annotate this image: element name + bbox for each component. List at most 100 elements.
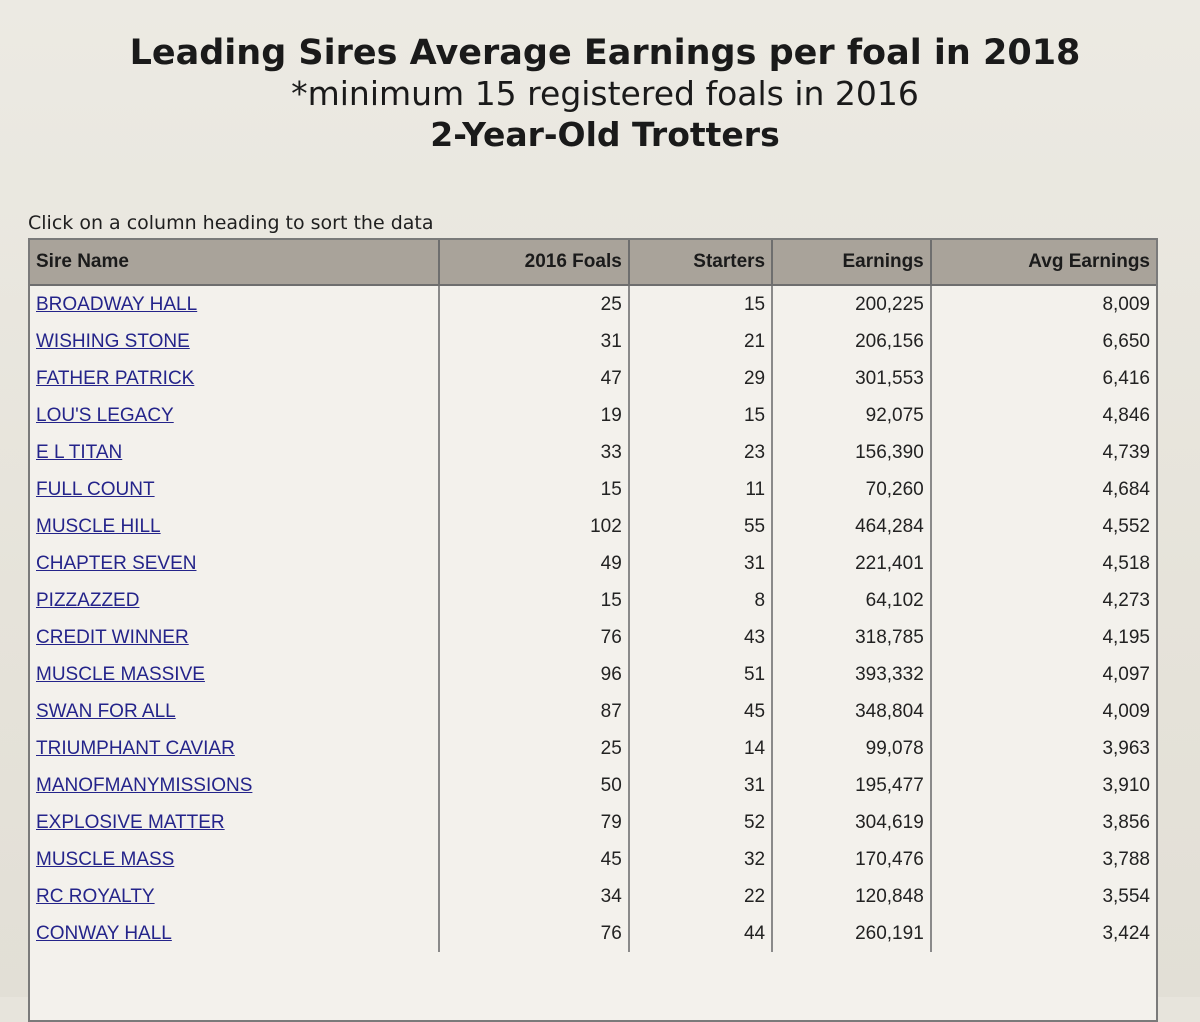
sire-name-link[interactable]: MUSCLE MASSIVE: [36, 663, 205, 685]
sire-name-cell: E L TITAN: [30, 434, 441, 471]
avg-earnings-cell: 3,788: [1102, 848, 1150, 870]
foals-cell: 15: [439, 582, 630, 619]
sire-name-cell: CHAPTER SEVEN: [30, 545, 441, 582]
avg-earnings-cell: 3,424: [1102, 922, 1150, 944]
table-row: WISHING STONE 31 21 206,156 6,650: [30, 323, 1156, 360]
starters-cell: 51: [628, 656, 774, 693]
sire-name-link[interactable]: WISHING STONE: [36, 330, 190, 352]
table-row: SWAN FOR ALL 87 45 348,804 4,009: [30, 693, 1156, 730]
starters-cell: 44: [628, 915, 774, 952]
sire-name-cell: FULL COUNT: [30, 471, 441, 508]
sire-name-cell: RC ROYALTY: [30, 878, 441, 915]
sire-name-cell: LOU'S LEGACY: [30, 397, 441, 434]
sire-name-link[interactable]: TRIUMPHANT CAVIAR: [36, 737, 235, 759]
sires-table-container: Sire Name 2016 Foals Starters Earnings A…: [28, 238, 1158, 1022]
earnings-cell: 64,102: [772, 582, 932, 619]
sire-name-link[interactable]: MUSCLE HILL: [36, 515, 161, 537]
sort-hint: Click on a column heading to sort the da…: [28, 212, 434, 234]
avg-earnings-cell: 4,552: [1102, 515, 1150, 537]
foals-cell: 25: [439, 285, 630, 323]
sire-name-link[interactable]: MANOFMANYMISSIONS: [36, 774, 253, 796]
foals-cell: 25: [439, 730, 630, 767]
sire-name-link[interactable]: CHAPTER SEVEN: [36, 552, 197, 574]
avg-earnings-cell: 3,554: [1102, 885, 1150, 907]
earnings-cell: 393,332: [772, 656, 932, 693]
avg-earnings-cell: 4,273: [1102, 589, 1150, 611]
avg-earnings-cell: 8,009: [1102, 293, 1150, 315]
sire-name-link[interactable]: PIZZAZZED: [36, 589, 140, 611]
foals-cell: 87: [439, 693, 630, 730]
table-row: PIZZAZZED 15 8 64,102 4,273: [30, 582, 1156, 619]
avg-earnings-cell: 3,963: [1102, 737, 1150, 759]
earnings-cell: 99,078: [772, 730, 932, 767]
starters-cell: 15: [628, 285, 774, 323]
earnings-cell: 464,284: [772, 508, 932, 545]
table-row: E L TITAN 33 23 156,390 4,739: [30, 434, 1156, 471]
earnings-cell: 200,225: [772, 285, 932, 323]
column-header-sire-name[interactable]: Sire Name: [30, 240, 441, 286]
avg-earnings-cell: 3,856: [1102, 811, 1150, 833]
category-title: 2-Year-Old Trotters: [430, 115, 780, 154]
avg-earnings-cell: 4,195: [1102, 626, 1150, 648]
sire-name-cell: MANOFMANYMISSIONS: [30, 767, 441, 804]
earnings-cell: 170,476: [772, 841, 932, 878]
avg-earnings-cell: 4,684: [1102, 478, 1150, 500]
foals-cell: 15: [439, 471, 630, 508]
avg-earnings-cell: 6,650: [1102, 330, 1150, 352]
starters-cell: 22: [628, 878, 774, 915]
earnings-cell: 260,191: [772, 915, 932, 952]
sire-name-cell: MUSCLE HILL: [30, 508, 441, 545]
table-row: CHAPTER SEVEN 49 31 221,401 4,518: [30, 545, 1156, 582]
starters-cell: 55: [628, 508, 774, 545]
table-row: RC ROYALTY 34 22 120,848 3,554: [30, 878, 1156, 915]
column-header-avg-earnings[interactable]: Avg Earnings: [930, 240, 1156, 286]
starters-cell: 32: [628, 841, 774, 878]
sire-name-cell: MUSCLE MASSIVE: [30, 656, 441, 693]
foals-cell: 96: [439, 656, 630, 693]
sire-name-link[interactable]: LOU'S LEGACY: [36, 404, 174, 426]
table-row: FULL COUNT 15 11 70,260 4,684: [30, 471, 1156, 508]
earnings-cell: 70,260: [772, 471, 932, 508]
sire-name-link[interactable]: CONWAY HALL: [36, 922, 172, 944]
sire-name-cell: MUSCLE MASS: [30, 841, 441, 878]
sire-name-cell: CREDIT WINNER: [30, 619, 441, 656]
starters-cell: 15: [628, 397, 774, 434]
column-header-2016-foals[interactable]: 2016 Foals: [439, 240, 630, 286]
sire-name-link[interactable]: MUSCLE MASS: [36, 848, 175, 870]
sire-name-link[interactable]: E L TITAN: [36, 441, 123, 463]
avg-earnings-cell: 4,739: [1102, 441, 1150, 463]
sire-name-cell: CONWAY HALL: [30, 915, 441, 952]
starters-cell: 29: [628, 360, 774, 397]
sires-table: Sire Name 2016 Foals Starters Earnings A…: [30, 240, 1156, 952]
foals-cell: 76: [439, 619, 630, 656]
sire-name-cell: SWAN FOR ALL: [30, 693, 441, 730]
table-body: BROADWAY HALL 25 15 200,225 8,009 WISHING STO…: [30, 285, 1156, 952]
table-row: MUSCLE MASSIVE 96 51 393,332 4,097: [30, 656, 1156, 693]
sire-name-link[interactable]: CREDIT WINNER: [36, 626, 189, 648]
column-header-earnings[interactable]: Earnings: [772, 240, 932, 286]
avg-earnings-cell: 4,846: [1102, 404, 1150, 426]
sire-name-link[interactable]: SWAN FOR ALL: [36, 700, 176, 722]
sire-name-link[interactable]: FATHER PATRICK: [36, 367, 195, 389]
table-row: EXPLOSIVE MATTER 79 52 304,619 3,856: [30, 804, 1156, 841]
earnings-cell: 221,401: [772, 545, 932, 582]
sire-name-link[interactable]: BROADWAY HALL: [36, 293, 198, 315]
starters-cell: 43: [628, 619, 774, 656]
avg-earnings-cell: 4,009: [1102, 700, 1150, 722]
foals-cell: 34: [439, 878, 630, 915]
avg-earnings-cell: 3,910: [1102, 774, 1150, 796]
earnings-cell: 195,477: [772, 767, 932, 804]
sire-name-link[interactable]: FULL COUNT: [36, 478, 155, 500]
foals-cell: 76: [439, 915, 630, 952]
sire-name-link[interactable]: RC ROYALTY: [36, 885, 155, 907]
starters-cell: 21: [628, 323, 774, 360]
earnings-cell: 156,390: [772, 434, 932, 471]
title-block: Leading Sires Average Earnings per foal …: [0, 32, 1200, 156]
column-header-starters[interactable]: Starters: [628, 240, 774, 286]
foals-cell: 45: [439, 841, 630, 878]
foals-cell: 102: [439, 508, 630, 545]
avg-earnings-cell: 4,097: [1102, 663, 1150, 685]
sire-name-link[interactable]: EXPLOSIVE MATTER: [36, 811, 225, 833]
table-row: MUSCLE MASS 45 32 170,476 3,788: [30, 841, 1156, 878]
